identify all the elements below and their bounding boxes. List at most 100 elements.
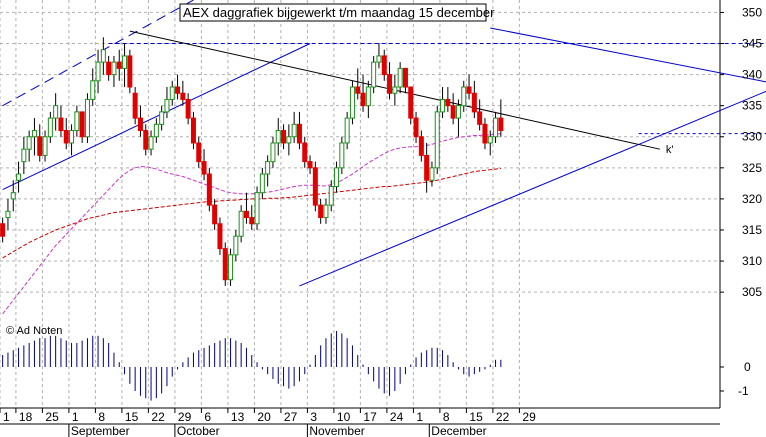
candle: [286, 124, 292, 156]
trendline-label-k: k': [666, 144, 674, 156]
x-tick-label: 3: [310, 410, 317, 424]
candle-body: [355, 86, 361, 94]
candle: [281, 124, 287, 150]
candle-body: [238, 210, 244, 237]
candle-body: [312, 167, 318, 206]
candle: [238, 205, 244, 243]
candle: [265, 155, 271, 187]
candle-body: [455, 105, 461, 119]
candle: [296, 111, 302, 150]
indicator-tick-label: -1: [738, 384, 749, 398]
candle: [249, 205, 255, 230]
candle: [344, 111, 350, 150]
candles: [0, 37, 504, 286]
candle-body: [222, 248, 228, 281]
candle-body: [270, 142, 276, 163]
x-tick-label: 24: [390, 410, 404, 424]
candle: [212, 198, 218, 230]
candle-body: [445, 98, 451, 107]
ma-short-line: [2, 133, 501, 315]
candle-body: [413, 117, 419, 138]
candle: [291, 111, 297, 143]
candle: [413, 111, 419, 143]
candle-body: [53, 105, 59, 119]
candle: [196, 136, 202, 168]
candle-body: [153, 123, 159, 138]
y-tick-label: 315: [742, 223, 762, 237]
candle: [318, 198, 324, 224]
candle-body: [47, 117, 53, 138]
candle-body: [402, 67, 408, 88]
candle-body: [175, 86, 181, 94]
x-tick-label: 29: [522, 410, 536, 424]
candle-body: [106, 61, 112, 76]
candle-body: [233, 235, 239, 256]
candle-body: [281, 130, 287, 144]
y-tick-label: 335: [742, 99, 762, 113]
candle: [466, 74, 472, 100]
candle: [84, 93, 90, 143]
candle-body: [397, 67, 403, 88]
candle: [450, 93, 456, 125]
candle-body: [185, 98, 191, 119]
candle-body: [228, 254, 234, 281]
candle: [233, 229, 239, 262]
candle: [10, 180, 16, 212]
candle: [106, 55, 112, 81]
candle: [164, 87, 170, 119]
x-tick-label: 1: [3, 410, 10, 424]
candle: [328, 180, 334, 212]
indicator-tick-label: 0: [744, 360, 751, 374]
candle: [100, 37, 106, 75]
candle-body: [424, 154, 430, 181]
candle-body: [10, 192, 16, 200]
x-tick-label: 1: [416, 410, 423, 424]
candle-body: [206, 173, 212, 206]
candle: [58, 105, 64, 137]
candle-body: [249, 217, 255, 225]
candle-body: [21, 148, 27, 163]
candle: [95, 49, 101, 94]
candle: [302, 136, 308, 168]
candle: [5, 198, 11, 230]
candle: [180, 80, 186, 106]
x-tick-label: 15: [469, 410, 483, 424]
candle: [307, 155, 313, 175]
candle-body: [143, 130, 149, 150]
y-tick-label: 330: [742, 130, 762, 144]
candle-body: [339, 142, 345, 169]
candle: [148, 130, 154, 156]
candle: [26, 130, 32, 162]
candle: [201, 149, 207, 181]
candle: [355, 68, 361, 100]
candle-body: [286, 136, 292, 144]
candle-body: [381, 55, 387, 76]
candle-body: [291, 123, 297, 138]
candle: [42, 130, 48, 162]
candle: [387, 62, 393, 100]
candle-body: [265, 161, 271, 175]
candle-body: [259, 173, 265, 194]
candle-body: [334, 167, 340, 187]
candle-body: [37, 136, 43, 156]
credit-label: © Ad Noten: [6, 325, 62, 337]
candle-body: [190, 117, 196, 144]
candle: [487, 130, 493, 156]
candle-body: [477, 111, 483, 125]
month-label: September: [71, 424, 130, 437]
candle-body: [360, 92, 366, 107]
candle-body: [169, 86, 175, 100]
candle: [228, 248, 234, 286]
candle: [254, 186, 260, 230]
candle: [159, 105, 165, 131]
candle: [392, 74, 398, 106]
candle-body: [429, 167, 435, 181]
candle-body: [84, 98, 90, 138]
candle: [16, 161, 22, 193]
candle-body: [349, 86, 355, 119]
candle-body: [254, 192, 260, 225]
candle-body: [307, 161, 313, 169]
candle: [175, 74, 181, 100]
